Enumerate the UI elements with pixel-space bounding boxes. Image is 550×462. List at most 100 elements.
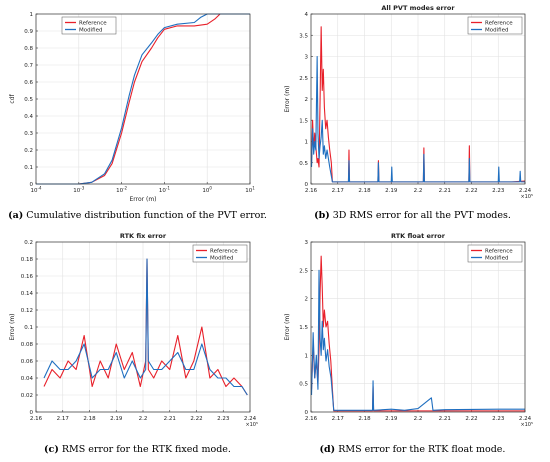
x-tick-label: 2.2 — [414, 188, 423, 194]
y-tick-label: 0.1 — [24, 165, 33, 171]
x-exponent-label: ×10⁵ — [245, 422, 258, 428]
y-axis-label: cdf — [9, 94, 16, 104]
caption-c: (c) RMS error for the RTK fixed mode. — [0, 444, 275, 455]
series-line-modified — [36, 13, 250, 185]
x-tick-label: 10-3 — [73, 186, 84, 195]
x-tick-label: 2.21 — [439, 416, 451, 422]
x-tick-label: 2.18 — [358, 188, 371, 194]
x-tick-label: 2.22 — [465, 188, 477, 194]
y-tick-label: 0.02 — [21, 393, 33, 399]
caption-b: (b) 3D RMS error for all the PVT modes. — [275, 210, 550, 221]
caption-label: (c) — [44, 444, 59, 455]
series-line-reference — [36, 13, 250, 185]
legend-label-modified: Modified — [485, 28, 508, 34]
x-tick-label: 2.19 — [110, 416, 123, 422]
caption-label: (a) — [8, 210, 24, 221]
x-tick-label: 2.23 — [492, 416, 505, 422]
x-axis-label: Error (m) — [129, 196, 156, 203]
x-tick-label: 2.17 — [332, 416, 345, 422]
chart-title: All PVT modes error — [381, 4, 455, 12]
y-tick-label: 1.5 — [299, 118, 308, 124]
axes-box — [35, 241, 251, 413]
y-tick-label: 2 — [305, 297, 309, 303]
caption-text: RMS error for the RTK float mode. — [335, 444, 506, 455]
caption-text: RMS error for the RTK fixed mode. — [58, 444, 231, 455]
x-exponent-label: ×10⁵ — [520, 422, 533, 428]
x-tick-label: 2.24 — [519, 188, 532, 194]
y-tick-label: 0.5 — [299, 161, 308, 167]
y-tick-label: 0 — [305, 182, 309, 188]
y-tick-label: 3.5 — [299, 33, 308, 39]
chart-rtk-float: RTK float error 2.16 2.17 2.18 2.19 2.2 2.21 2.… — [284, 232, 533, 428]
y-tick-label: 1.5 — [299, 325, 308, 331]
caption-label: (d) — [319, 444, 336, 455]
y-axis-label: Error (m) — [9, 313, 16, 340]
series-line-modified — [43, 258, 248, 396]
y-tick-label: 0.4 — [24, 114, 33, 120]
axes-box — [35, 13, 251, 185]
y-tick-label: 0 — [305, 410, 309, 416]
y-tick-label: 0.5 — [24, 97, 33, 103]
legend-label-modified: Modified — [79, 28, 102, 34]
chart-title: RTK float error — [391, 232, 446, 240]
chart-title: RTK fix error — [120, 232, 167, 240]
x-tick-label: 2.18 — [83, 416, 96, 422]
x-tick-label: 10-4 — [31, 186, 42, 195]
x-tick-label: 10-1 — [159, 186, 170, 195]
legend-label-modified: Modified — [485, 256, 508, 262]
x-tick-label: 2.17 — [332, 188, 345, 194]
x-tick-label: 2.18 — [358, 416, 371, 422]
y-tick-label: 0.3 — [24, 131, 33, 137]
x-tick-label: 2.23 — [217, 416, 230, 422]
x-tick-label: 2.2 — [139, 416, 148, 422]
panel-cdf: 10-4 10-3 10-2 10-1 100 101 0 0.1 0.2 0.3 0.4 0.5 0.… — [0, 0, 275, 205]
y-tick-label: 0.2 — [24, 240, 33, 246]
chart-cdf: 10-4 10-3 10-2 10-1 100 101 0 0.1 0.2 0.3 0.4 0.5 0.… — [9, 12, 255, 203]
x-tick-label: 2.17 — [57, 416, 70, 422]
caption-a: (a) Cumulative distribution function of … — [0, 210, 275, 221]
x-tick-label: 2.19 — [385, 188, 398, 194]
axes-box — [310, 241, 526, 413]
x-tick-label: 2.2 — [414, 416, 423, 422]
legend-label-modified: Modified — [210, 256, 233, 262]
x-exponent-label: ×10⁵ — [520, 194, 533, 200]
y-tick-label: 0.2 — [24, 148, 33, 154]
y-axis-label: Error (m) — [284, 313, 291, 340]
x-tick-label: 2.22 — [190, 416, 202, 422]
series-line-modified — [310, 55, 525, 183]
y-tick-label: 0.7 — [24, 63, 33, 69]
y-tick-label: 0.9 — [24, 29, 33, 35]
y-tick-label: 0.14 — [21, 291, 34, 297]
series-line-modified — [310, 269, 525, 411]
panel-rtk-fix: RTK fix error 2.16 2.17 2.18 2.19 2.2 2.21 2.22… — [0, 228, 275, 433]
y-tick-label: 0.12 — [21, 308, 33, 314]
y-tick-label: 0.04 — [21, 376, 34, 382]
legend-label-reference: Reference — [210, 249, 238, 255]
y-tick-label: 0.08 — [21, 342, 34, 348]
y-tick-label: 0 — [30, 410, 34, 416]
caption-d: (d) RMS error for the RTK float mode. — [275, 444, 550, 455]
y-tick-label: 2.5 — [299, 76, 308, 82]
x-tick-label: 2.24 — [519, 416, 532, 422]
axes-box — [310, 13, 526, 185]
x-tick-label: 2.22 — [465, 416, 477, 422]
y-tick-label: 1 — [30, 12, 34, 18]
legend-label-reference: Reference — [79, 21, 107, 27]
x-tick-label: 2.21 — [439, 188, 451, 194]
y-tick-label: 4 — [305, 12, 309, 18]
x-tick-label: 2.16 — [30, 416, 43, 422]
caption-text: 3D RMS error for all the PVT modes. — [329, 210, 511, 221]
panel-all-pvt: All PVT modes error 2.16 2.17 2.18 2.19 2.2 2.… — [275, 0, 550, 205]
legend-label-reference: Reference — [485, 21, 513, 27]
y-tick-label: 2 — [305, 97, 309, 103]
panel-rtk-float: RTK float error 2.16 2.17 2.18 2.19 2.2 2.21 2.… — [275, 228, 550, 433]
y-tick-label: 2.5 — [299, 268, 308, 274]
caption-text: Cumulative distribution function of the … — [23, 210, 267, 221]
legend-label-reference: Reference — [485, 249, 513, 255]
y-tick-label: 0.1 — [24, 325, 33, 331]
x-tick-label: 2.19 — [385, 416, 398, 422]
y-tick-label: 1 — [305, 353, 309, 359]
y-tick-label: 3 — [305, 55, 309, 61]
x-tick-label: 2.16 — [305, 188, 318, 194]
x-tick-label: 2.16 — [305, 416, 318, 422]
